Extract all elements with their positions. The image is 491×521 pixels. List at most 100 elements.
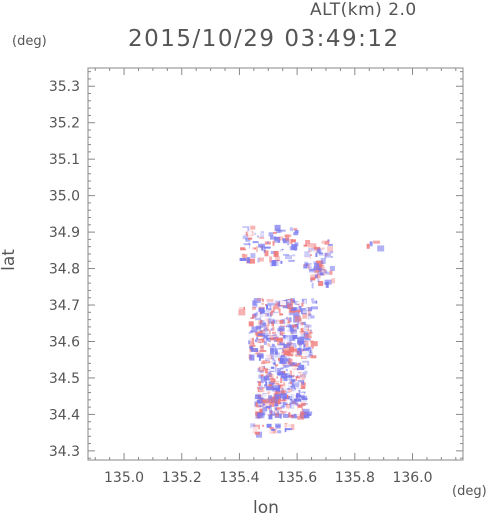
echo-pixel <box>255 349 263 356</box>
echo-pixel <box>260 376 267 383</box>
echo-pixel <box>308 248 316 252</box>
echo-pixel <box>283 405 291 412</box>
echo-pixel <box>276 336 282 339</box>
echo-pixel <box>287 299 291 304</box>
echo-pixel <box>291 343 298 346</box>
echo-pixel <box>253 298 261 304</box>
echo-pixel <box>265 363 271 370</box>
echo-pixel <box>271 428 276 431</box>
echo-pixel <box>305 307 308 310</box>
echo-pixel <box>239 257 247 261</box>
echo-pixel <box>315 253 318 258</box>
echo-pixel <box>307 264 310 270</box>
echo-pixel <box>303 265 308 269</box>
echo-pixel <box>291 370 297 376</box>
echo-pixel <box>245 231 249 236</box>
echo-pixel <box>285 399 289 404</box>
echo-pixel <box>276 384 283 387</box>
echo-pixel <box>303 263 309 266</box>
echo-pixel <box>297 370 305 373</box>
echo-pixel <box>310 341 318 347</box>
echo-pixel <box>310 315 315 319</box>
echo-pixel <box>260 338 264 342</box>
echo-pixel <box>256 391 264 394</box>
echo-pixel <box>297 413 305 420</box>
echo-pixel <box>265 318 269 322</box>
echo-pixel <box>309 249 317 255</box>
echo-pixel <box>268 384 272 387</box>
x-tick-label: 135.2 <box>162 470 202 486</box>
echo-pixel <box>267 396 274 402</box>
echo-pixel <box>310 279 314 283</box>
echo-pixel <box>243 252 246 255</box>
echo-pixel <box>271 385 279 392</box>
echo-pixel <box>277 391 281 395</box>
echo-pixel <box>374 243 380 246</box>
echo-pixel <box>257 428 260 432</box>
echo-pixel <box>304 261 309 266</box>
echo-pixel <box>278 308 281 315</box>
x-axis-unit: (deg) <box>452 484 487 499</box>
echo-pixel <box>299 397 302 400</box>
echo-pixel <box>256 312 260 319</box>
echo-pixel <box>275 376 278 381</box>
y-tick-label: 34.8 <box>49 262 80 278</box>
echo-pixel <box>319 272 324 276</box>
echo-pixel <box>287 340 292 346</box>
echo-pixel <box>288 383 292 386</box>
echo-pixel <box>331 278 336 284</box>
echo-pixel <box>273 354 280 361</box>
echo-pixel <box>302 321 307 326</box>
echo-pixel <box>301 302 304 307</box>
echo-pixel <box>278 236 284 241</box>
echo-pixel <box>245 244 250 249</box>
echo-pixel <box>263 367 266 370</box>
echo-pixel <box>300 385 306 389</box>
echo-pixel <box>268 372 272 377</box>
echo-pixel <box>266 390 271 397</box>
echo-pixel <box>287 366 295 370</box>
echo-pixel <box>268 232 274 237</box>
echo-pixel <box>286 358 289 362</box>
echo-pixel <box>269 256 273 263</box>
echo-pixel <box>305 239 311 246</box>
echo-pixel <box>260 366 265 372</box>
echo-pixel <box>287 259 295 262</box>
echo-pixel <box>258 366 261 371</box>
echo-pixel <box>251 347 259 352</box>
echo-pixel <box>284 390 292 395</box>
echo-pixel <box>272 358 275 363</box>
echo-pixel <box>280 405 285 409</box>
echo-pixel <box>266 373 269 379</box>
echo-pixel <box>263 246 271 249</box>
echo-pixel <box>309 268 315 271</box>
x-tick-label: 135.4 <box>219 470 259 486</box>
echo-pixel <box>301 395 308 399</box>
echo-pixel <box>294 308 298 311</box>
echo-pixel <box>270 368 278 371</box>
echo-pixel <box>257 333 265 336</box>
echo-pixel <box>290 309 297 312</box>
echo-pixel <box>280 367 284 370</box>
echo-pixel <box>290 239 296 243</box>
echo-pixel <box>256 412 263 418</box>
echo-pixel <box>250 317 255 320</box>
echo-pixel <box>323 267 327 274</box>
echo-pixel <box>268 405 272 412</box>
echo-pixel <box>270 321 274 327</box>
echo-pixel <box>252 241 259 244</box>
echo-pixel <box>310 355 317 359</box>
echo-pixel <box>306 262 309 266</box>
echo-pixel <box>284 319 287 326</box>
echo-pixel <box>277 410 280 416</box>
echo-pixel <box>330 251 334 254</box>
echo-pixel <box>297 407 302 411</box>
echo-pixel <box>269 304 272 311</box>
echo-pixel <box>253 345 260 351</box>
echo-pixel <box>293 311 300 318</box>
echo-pixel <box>264 241 271 245</box>
echo-pixel <box>269 410 274 414</box>
echo-pixel <box>264 368 268 374</box>
axis-tick-labels: 34.3 34.4 34.5 34.6 34.7 34.8 34.9 35.0 35.1 35.2… <box>49 79 433 486</box>
echo-pixel <box>269 427 273 432</box>
